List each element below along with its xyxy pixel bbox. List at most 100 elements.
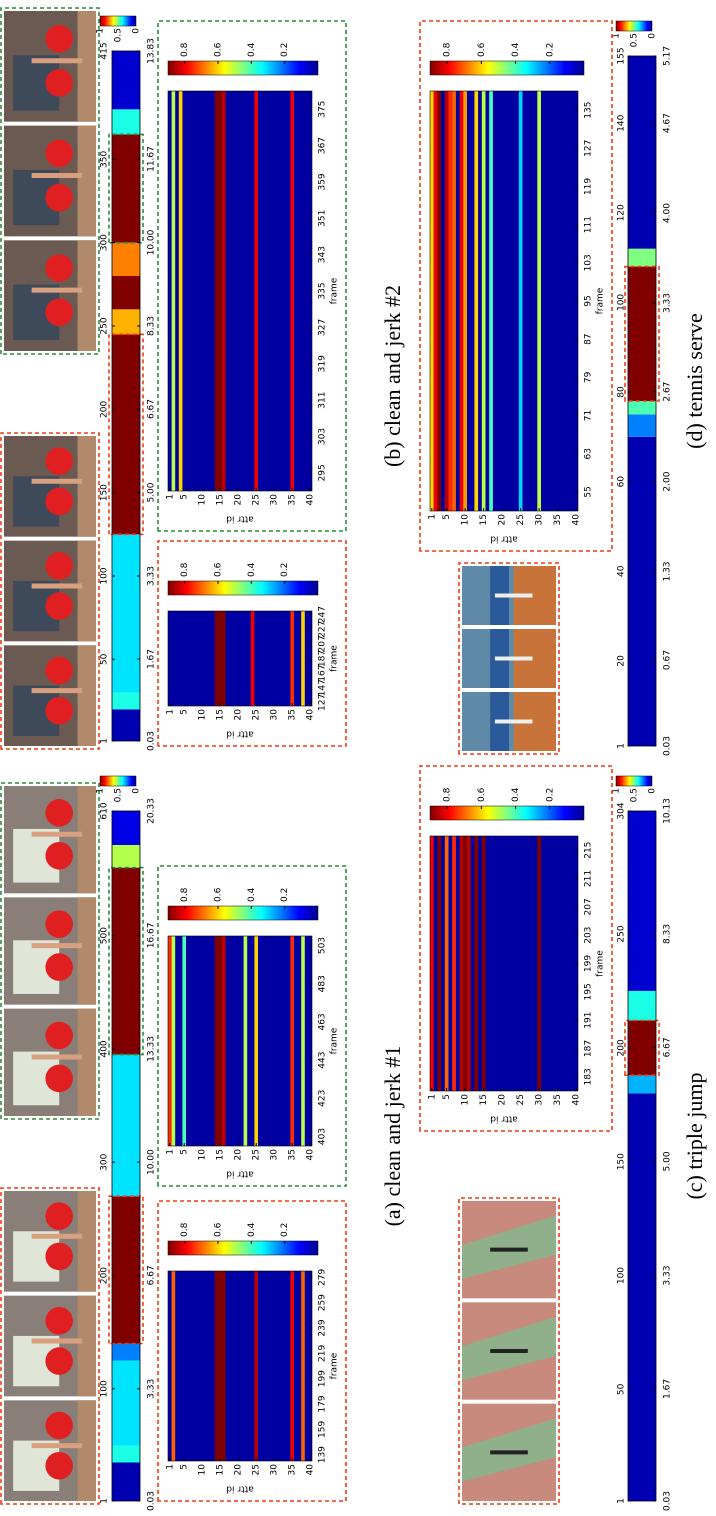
frame-floor [78, 1009, 96, 1116]
attr-tick-label: 30 [270, 1149, 280, 1161]
colorbar-tick-label: 0.6 [214, 562, 224, 577]
seconds-tick-label: 3.33 [663, 293, 673, 313]
heatmap-row [222, 936, 226, 1146]
plate [45, 69, 73, 97]
seconds-tick-label: 10.00 [147, 1149, 157, 1175]
legend-colorbar [100, 776, 136, 786]
frame-tick-label: 71 [584, 410, 594, 421]
timeline-segment [112, 1344, 140, 1361]
plate [45, 254, 73, 282]
seconds-tick-label: 0.03 [663, 1491, 673, 1511]
attr-tick-label: 1 [165, 709, 175, 715]
heatmap-row [254, 91, 258, 491]
attr-tick-label: 15 [216, 709, 226, 720]
timeline-segment [628, 249, 656, 267]
heatmap-row [168, 936, 172, 1146]
frame-tick-label: 415 [100, 42, 110, 59]
heatmap-row [474, 836, 478, 1091]
seconds-tick-label: 3.33 [147, 566, 157, 586]
colorbar-tick-label: 0.6 [214, 42, 224, 57]
plate [45, 184, 73, 212]
frame-tick-label: 259 [318, 1294, 328, 1311]
timeline-segment [628, 267, 656, 401]
attr-tick-label: 20 [234, 1464, 244, 1476]
frame-tick-label: 140 [617, 114, 627, 131]
heatmap-colorbar [168, 61, 318, 75]
timeline-segment [112, 534, 140, 692]
frame-tick-label: 187 [584, 1040, 594, 1057]
plate [45, 552, 73, 580]
colorbar-tick-label: 0.8 [180, 42, 190, 57]
seconds-tick-label: 4.00 [663, 203, 673, 223]
heatmap-row [215, 1271, 219, 1461]
attr-tick-label: 35 [288, 494, 298, 505]
seconds-tick-label: 6.67 [147, 399, 157, 419]
heatmap-colorbar [430, 61, 584, 75]
attr-tick-label: 10 [461, 514, 471, 526]
heatmap-row [218, 1271, 222, 1461]
frame-tick-label: 40 [617, 565, 627, 577]
panel-caption: (a) clean and jerk #1 [380, 1046, 405, 1227]
seconds-tick-label: 20.33 [147, 798, 157, 824]
attr-tick-label: 30 [270, 709, 280, 721]
frame-floor [78, 1296, 96, 1397]
frame-tick-label: 199 [318, 1370, 328, 1387]
timeline-segment [112, 845, 140, 868]
frame-tick-label: 423 [318, 1090, 328, 1107]
timeline-segment [112, 709, 140, 741]
frame-tick-label: 483 [318, 975, 328, 992]
heatmap-row [290, 936, 294, 1146]
heatmap-row [463, 91, 467, 511]
colorbar-tick-label: 0.8 [180, 562, 190, 577]
seconds-tick-label: 5.17 [663, 46, 673, 66]
frame-tick-label: 63 [584, 448, 594, 459]
heatmap-row [537, 836, 541, 1091]
seconds-tick-label: 5.00 [663, 1151, 673, 1171]
heatmap-row [301, 611, 305, 706]
attr-tick-label: 40 [306, 494, 316, 506]
heatmap-row [172, 1271, 176, 1461]
legend-tick-label: 1 [612, 788, 622, 794]
frame-tick-label: 135 [584, 101, 594, 118]
frame-tick-label: 295 [318, 464, 328, 481]
frame-tick-label: 183 [584, 1068, 594, 1085]
attr-tick-label: 40 [572, 514, 582, 526]
seconds-tick-label: 0.03 [147, 1491, 157, 1511]
frame-tick-label: 200 [617, 1039, 627, 1056]
frame-tick-label: 215 [584, 842, 594, 859]
frame-tick-label: 311 [318, 391, 328, 408]
frame-tick-label: 359 [318, 173, 328, 190]
attr-tick-label: 15 [216, 494, 226, 505]
x-axis-label: frame [330, 277, 340, 304]
timeline-segment [628, 811, 656, 991]
colorbar-tick-label: 0.8 [443, 787, 453, 802]
x-axis-label: frame [330, 1352, 340, 1379]
heatmap-colorbar [430, 806, 584, 820]
frame-tick-label: 250 [617, 925, 627, 942]
timeline-segment [628, 401, 656, 414]
timeline-segment [112, 693, 140, 710]
attr-tick-label: 35 [553, 1094, 563, 1105]
plate [45, 1065, 73, 1093]
seconds-tick-label: 5.00 [147, 482, 157, 502]
attr-tick-label: 35 [288, 1149, 298, 1160]
attr-tick-label: 5 [180, 709, 190, 715]
timeline-segment [112, 309, 140, 334]
frame-tick-label: 127 [318, 694, 328, 711]
heatmap-row [519, 91, 523, 511]
seconds-tick-label: 10.13 [663, 798, 673, 824]
timeline-segment [112, 811, 140, 845]
frame-tick-label: 207 [584, 898, 594, 915]
frame-tick-label: 200 [100, 400, 110, 417]
heatmap-colorbar [168, 906, 318, 920]
frame-tick-label: 159 [318, 1420, 328, 1437]
heatmap-row [222, 611, 226, 706]
frame-tick-label: 50 [617, 1383, 627, 1395]
timeline-segment [628, 437, 656, 746]
timeline-segment [628, 1075, 656, 1093]
frame-tick-label: 203 [584, 927, 594, 944]
figure-canvas: 11002003004005006100.033.336.6710.0013.3… [0, 0, 716, 1516]
legend-tick-label: 0.5 [630, 33, 640, 47]
colorbar-tick-label: 0.8 [443, 42, 453, 57]
frame-tick-label: 119 [584, 178, 594, 195]
